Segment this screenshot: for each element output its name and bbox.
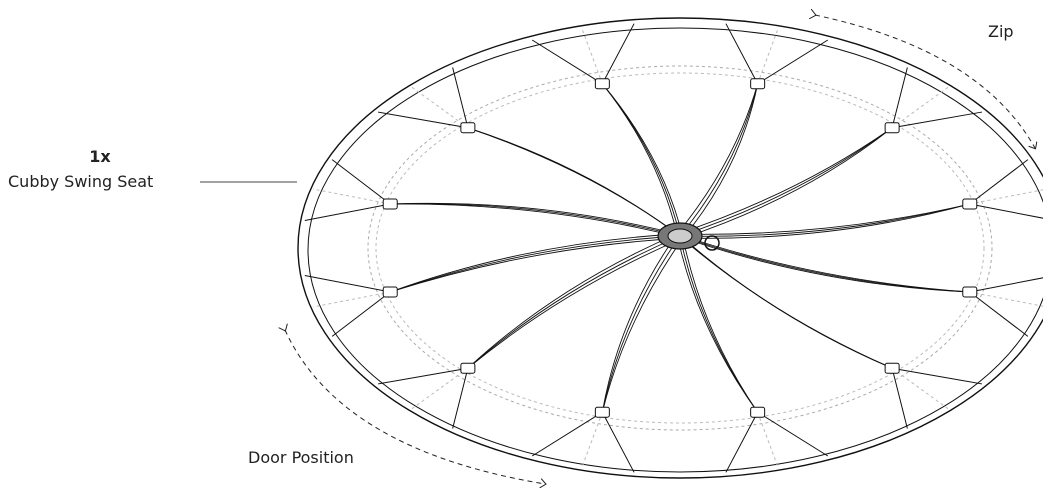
strap xyxy=(679,235,970,293)
door-label: Door Position xyxy=(248,448,354,467)
panel-seam xyxy=(757,27,779,84)
ring xyxy=(704,235,720,251)
panel xyxy=(891,367,983,429)
strap xyxy=(679,235,759,413)
strap xyxy=(676,233,893,369)
strap xyxy=(679,235,893,369)
strap xyxy=(602,83,684,239)
strap xyxy=(467,235,681,369)
strap xyxy=(679,203,970,237)
quantity: 1x xyxy=(89,147,111,166)
panel-seam xyxy=(969,291,1043,307)
strap xyxy=(682,127,893,239)
strap xyxy=(390,235,681,293)
strap xyxy=(682,237,759,413)
clip xyxy=(382,286,398,298)
strap xyxy=(679,127,893,237)
strap xyxy=(602,83,681,237)
strap xyxy=(682,237,970,293)
clip xyxy=(884,122,900,134)
strap xyxy=(679,83,759,237)
swing-seat xyxy=(297,17,1043,479)
strap xyxy=(467,127,681,237)
strap xyxy=(676,127,893,235)
strap xyxy=(601,233,678,413)
strap xyxy=(676,233,759,413)
panel xyxy=(969,277,1043,337)
strap xyxy=(676,233,970,293)
hub-ring xyxy=(667,228,693,244)
strap xyxy=(601,235,681,413)
panel-seam xyxy=(969,189,1043,205)
strap xyxy=(390,203,684,239)
zip-arrow xyxy=(815,15,1035,148)
seam xyxy=(375,72,985,424)
seam xyxy=(367,65,993,431)
clip xyxy=(594,78,610,90)
panel xyxy=(377,67,469,129)
item-name: Cubby Swing Seat xyxy=(8,172,153,191)
clip xyxy=(460,122,476,134)
clip xyxy=(962,286,978,298)
panel-seam xyxy=(312,291,391,308)
panel-seam xyxy=(581,412,603,469)
strap xyxy=(676,83,759,235)
outer-rim xyxy=(297,17,1043,479)
strap xyxy=(467,127,678,235)
panel-seam xyxy=(581,27,603,84)
zip-label: Zip xyxy=(988,22,1014,41)
clip xyxy=(594,406,610,418)
panel xyxy=(531,23,635,85)
strap xyxy=(682,203,970,239)
inner-rim xyxy=(307,27,1043,473)
strap xyxy=(682,83,759,239)
strap xyxy=(467,233,678,369)
panel-seam xyxy=(312,188,391,205)
strap xyxy=(602,83,678,235)
panel xyxy=(304,159,391,222)
strap xyxy=(467,237,684,369)
strap xyxy=(390,202,678,235)
strap xyxy=(682,237,893,369)
strap xyxy=(601,237,684,413)
clip xyxy=(962,198,978,210)
panel xyxy=(969,159,1043,219)
clip xyxy=(382,198,398,210)
strap xyxy=(676,203,970,235)
panel xyxy=(725,411,829,473)
door-arrow xyxy=(285,330,545,484)
strap xyxy=(467,127,684,239)
clip xyxy=(750,406,766,418)
strap xyxy=(390,233,678,293)
clip xyxy=(460,362,476,374)
panel-seam xyxy=(757,412,779,469)
strap xyxy=(390,237,684,293)
clip xyxy=(884,362,900,374)
clip xyxy=(750,78,766,90)
